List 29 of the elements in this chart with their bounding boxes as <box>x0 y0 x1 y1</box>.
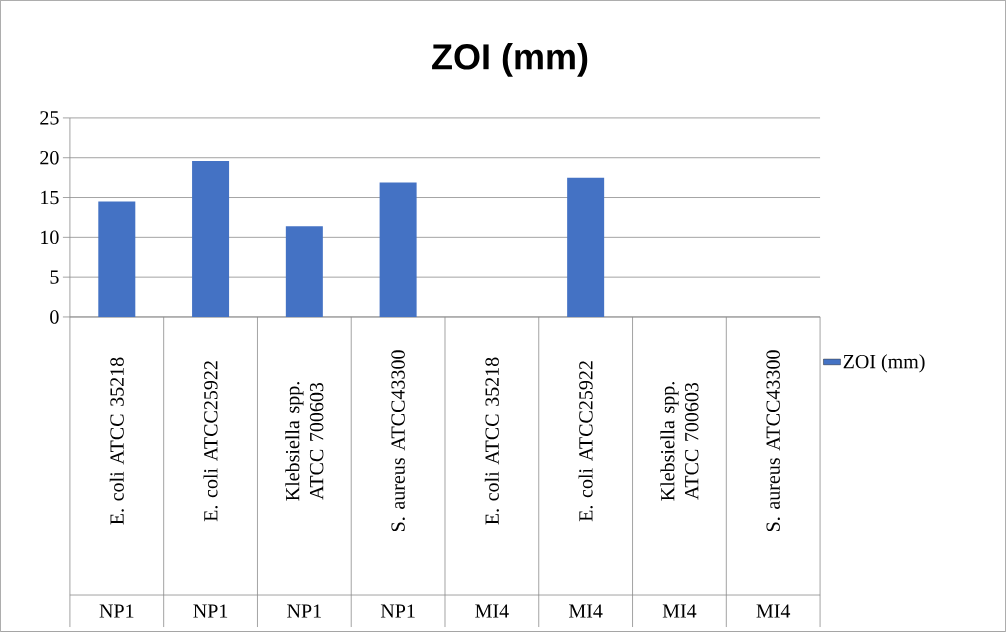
x-tick-label: E. coli ATCC 35218 <box>484 357 499 525</box>
text: NP1 <box>287 604 321 618</box>
text: MI4 <box>662 604 697 618</box>
x-tick-label: E. coli ATCC25922 <box>578 361 593 522</box>
y-tick-label: 20 <box>40 151 59 165</box>
x-tick-label: S. aureus ATCC43300 <box>391 350 405 532</box>
x-tick-label: E. coli ATCC25922 <box>203 361 218 522</box>
y-tick-label: 0 <box>50 310 59 324</box>
x-tick-label: Klebsiella spp. ATCC 700603 <box>660 382 699 501</box>
y-tick-label: 5 <box>50 270 59 284</box>
text: MI4 <box>569 604 603 618</box>
x-tick-label: S. aureus ATCC43300 <box>766 350 780 532</box>
x-tick-label: Klebsiella spp. ATCC 700603 <box>285 382 324 501</box>
bar <box>192 160 230 317</box>
legend-label: ZOI (mm) <box>843 354 925 373</box>
y-tick-label: 10 <box>41 230 59 245</box>
bar <box>567 177 605 317</box>
bar <box>98 201 136 317</box>
text: NP1 <box>99 604 134 618</box>
text: NP1 <box>193 604 228 618</box>
chart-title: ZOI (mm) <box>432 43 588 77</box>
text: MI4 <box>756 604 791 618</box>
y-tick-label: 25 <box>40 111 59 125</box>
bar <box>379 182 417 317</box>
y-tick-label: 15 <box>41 190 59 205</box>
text: NP1 <box>380 604 415 618</box>
bar <box>285 226 323 317</box>
x-tick-label: E. coli ATCC 35218 <box>109 357 124 525</box>
text: MI4 <box>475 604 509 618</box>
